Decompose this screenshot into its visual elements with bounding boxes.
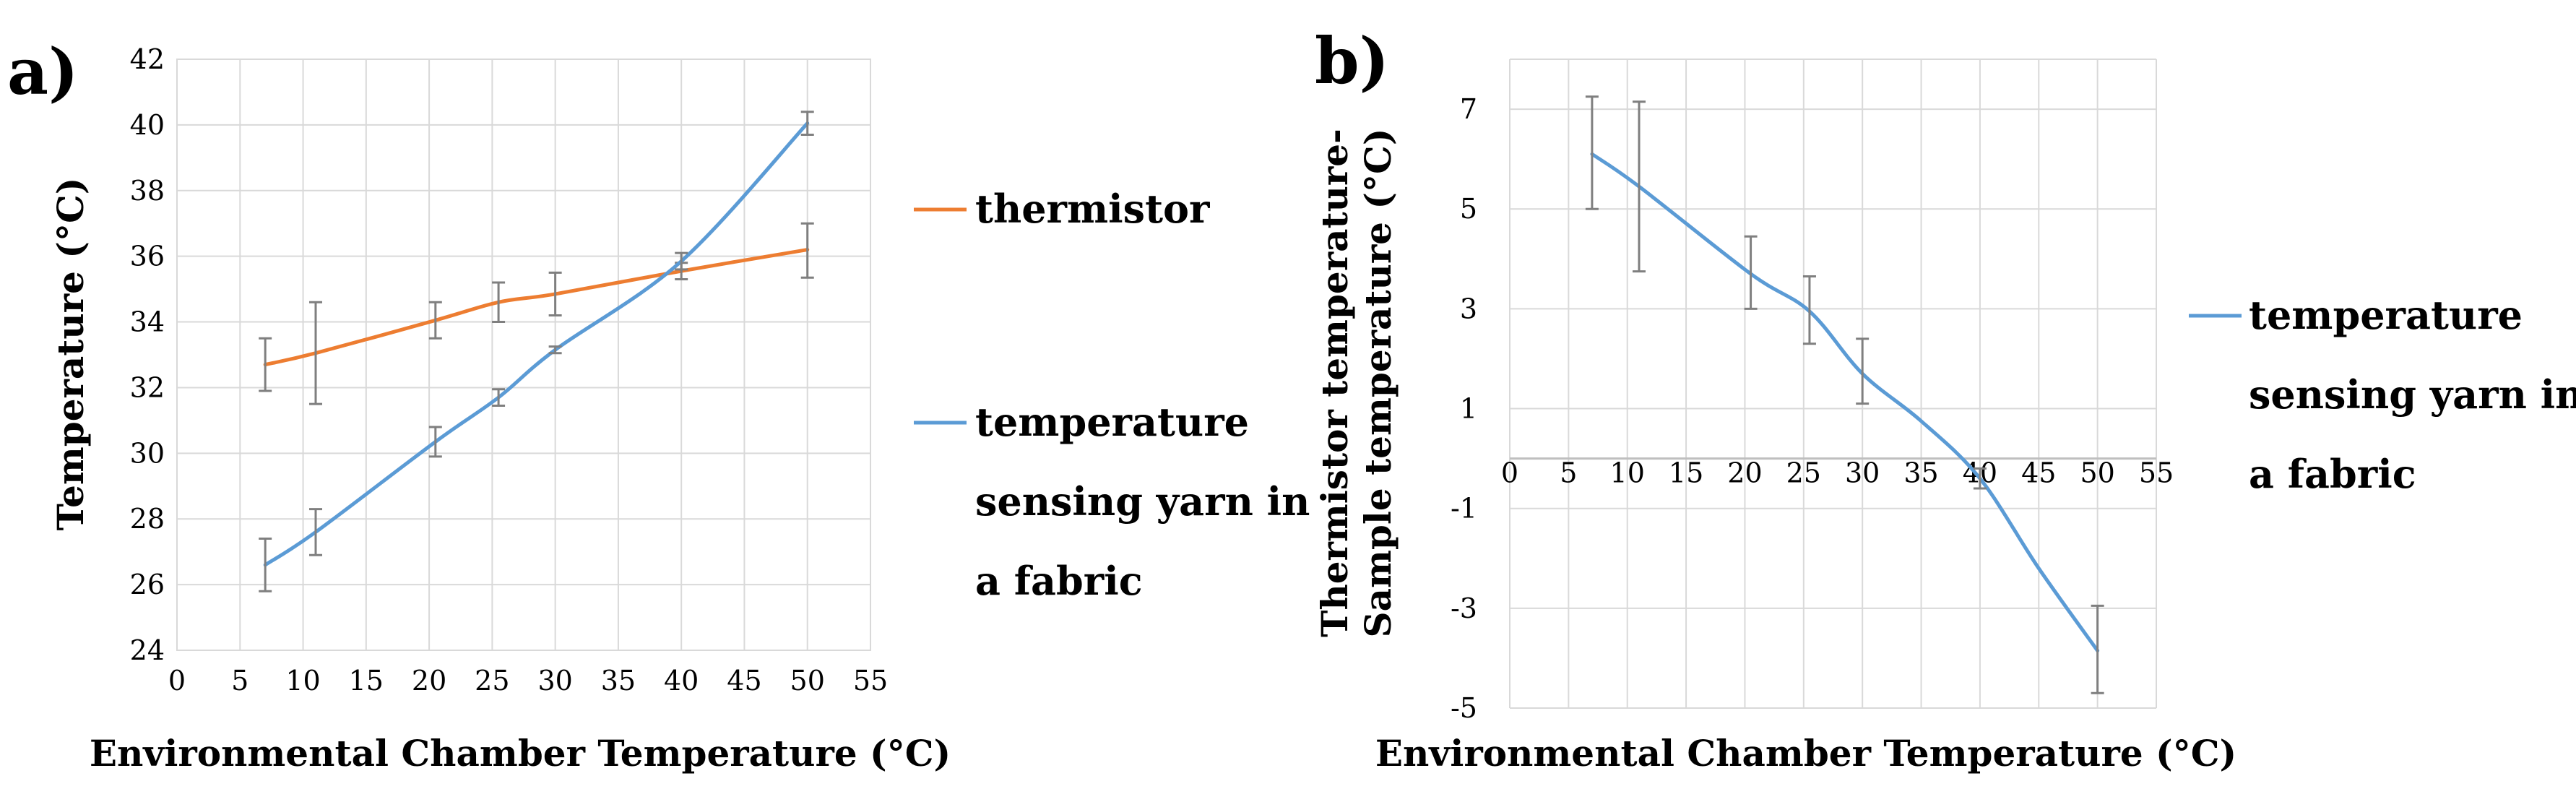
y-tick-label: 42 — [130, 43, 165, 75]
legend-label-line: a fabric — [2249, 451, 2416, 497]
x-tick-label: 55 — [853, 665, 888, 697]
x-tick-label: 50 — [2080, 457, 2114, 489]
y-tick-label: 1 — [1460, 393, 1477, 425]
y-axis-title-line: Thermistor temperature- — [1313, 129, 1356, 637]
series-line-thermistor — [263, 248, 810, 367]
x-tick-label: 40 — [664, 665, 699, 697]
y-tick-label: 5 — [1460, 193, 1477, 225]
y-tick-label: -1 — [1451, 493, 1477, 525]
x-tick-label: 10 — [1610, 457, 1645, 489]
series-line-temperature-sensing-yarn-in-a-fabric — [263, 121, 810, 567]
x-tick-label: 45 — [2021, 457, 2056, 489]
y-tick-label: 3 — [1460, 293, 1477, 324]
x-axis-title: Environmental Chamber Temperature (°C) — [1375, 732, 2236, 775]
x-tick-label: 25 — [475, 665, 509, 697]
x-tick-label: 5 — [231, 665, 248, 697]
series-line-temperature-sensing-yarn-in-a-fabric — [1590, 152, 2100, 653]
chart-a: 0 5 10 15 20 25 30 35 40 45 50 55 24 26 28 30 32 34 36 38 40… — [49, 43, 1310, 775]
y-tick-label: 38 — [130, 175, 165, 207]
panel-a-label: a) — [7, 34, 79, 109]
legend-label-line: a fabric — [975, 558, 1143, 604]
x-tick-label: 30 — [1845, 457, 1880, 489]
y-axis-title: Thermistor temperature-Sample temperatur… — [1313, 128, 1399, 637]
y-tick-label: 28 — [130, 503, 165, 535]
x-tick-label: 5 — [1560, 457, 1577, 489]
x-tick-label: 45 — [727, 665, 761, 697]
legend-label-line: temperature — [2249, 292, 2523, 338]
y-tick-label: -3 — [1451, 592, 1477, 624]
y-tick-label: 24 — [130, 634, 165, 666]
y-tick-label: 7 — [1460, 93, 1477, 125]
legend-label-line: sensing yarn in — [2249, 371, 2576, 418]
panel-b-label: b) — [1315, 23, 1389, 98]
x-tick-label: 35 — [601, 665, 636, 697]
legend-label-line: sensing yarn in — [975, 478, 1310, 525]
x-tick-label: 15 — [1669, 457, 1703, 489]
x-tick-label: 35 — [1903, 457, 1938, 489]
y-tick-label: 30 — [130, 437, 165, 469]
x-tick-label: 25 — [1786, 457, 1821, 489]
x-tick-label: 15 — [349, 665, 384, 697]
legend-label: temperature sensing yarn in a fabric — [975, 399, 1310, 604]
x-tick-label: 20 — [412, 665, 446, 697]
x-tick-label: 10 — [285, 665, 320, 697]
x-tick-label: 20 — [1727, 457, 1762, 489]
y-axis-title: Temperature (°C) — [49, 178, 92, 531]
y-tick-label: 36 — [130, 241, 165, 272]
x-tick-label: 0 — [168, 665, 186, 697]
y-tick-label: 34 — [130, 306, 165, 338]
legend-label: temperature sensing yarn in a fabric — [2249, 292, 2576, 497]
x-tick-label: 30 — [537, 665, 572, 697]
x-axis-title: Environmental Chamber Temperature (°C) — [90, 732, 951, 775]
y-tick-label: 32 — [130, 371, 165, 403]
x-tick-label: 50 — [790, 665, 825, 697]
legend-label: thermistor — [975, 186, 1210, 232]
plot-frame — [176, 59, 871, 651]
x-tick-label: 0 — [1501, 457, 1518, 489]
y-tick-label: 40 — [130, 109, 165, 141]
y-tick-label: 26 — [130, 569, 165, 600]
y-axis-title-line: Sample temperature (°C) — [1357, 128, 1399, 637]
legend-label-line: temperature — [975, 399, 1249, 445]
x-tick-label: 55 — [2139, 457, 2174, 489]
y-tick-label: -5 — [1451, 692, 1477, 724]
chart-b: 0 5 10 15 20 25 30 35 40 45 50 55-5-3-11357Environm… — [1313, 59, 2576, 775]
